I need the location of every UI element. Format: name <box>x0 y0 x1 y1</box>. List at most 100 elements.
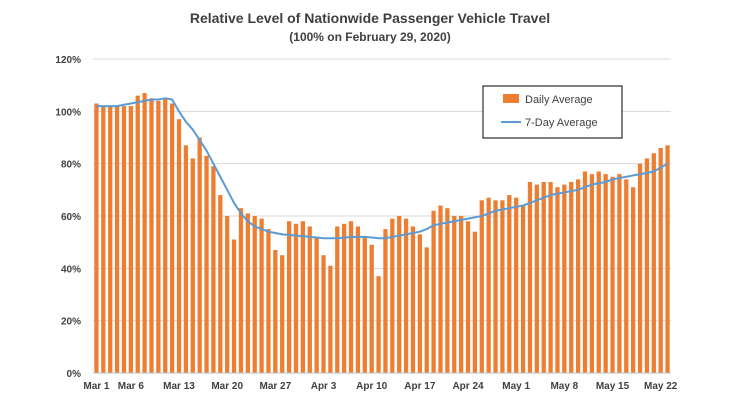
x-tick-label: May 15 <box>596 381 630 392</box>
bar <box>163 98 168 373</box>
bar <box>376 276 381 373</box>
bar <box>631 187 636 373</box>
bar <box>307 226 312 373</box>
bar <box>108 106 113 373</box>
y-axis-ticks: 0% 20% 40% 60% 80% 100% 120% <box>55 55 81 380</box>
x-tick-label: May 22 <box>644 381 678 392</box>
x-tick-label: May 8 <box>550 381 578 392</box>
bar <box>541 181 546 373</box>
chart-title: Relative Level of Nationwide Passenger V… <box>189 10 551 26</box>
bar <box>527 181 533 373</box>
bar <box>417 234 422 373</box>
bar <box>555 187 560 373</box>
bar <box>128 106 133 373</box>
y-tick-label: 20% <box>61 317 81 328</box>
bar <box>314 236 319 373</box>
chart-subtitle: (100% on February 29, 2020) <box>289 30 451 44</box>
bar <box>410 226 416 373</box>
x-tick-label: Mar 6 <box>118 381 145 392</box>
bar <box>183 145 189 373</box>
bar <box>190 158 195 373</box>
bar <box>231 239 237 373</box>
x-tick-label: Apr 24 <box>452 381 484 392</box>
bar <box>589 174 595 373</box>
bar <box>280 255 285 373</box>
bar <box>383 229 388 373</box>
y-tick-label: 40% <box>61 264 81 275</box>
bar-series <box>94 93 670 374</box>
bar <box>617 174 622 373</box>
y-tick-label: 100% <box>55 107 81 118</box>
bar <box>424 247 429 373</box>
bar <box>452 216 457 373</box>
bar <box>135 95 140 373</box>
bar <box>658 147 663 373</box>
bar <box>493 200 498 373</box>
line-series-7-day-average <box>96 97 669 240</box>
x-tick-label: Apr 10 <box>356 381 388 392</box>
bar <box>624 179 629 373</box>
bar <box>610 176 615 373</box>
bar <box>342 223 347 373</box>
x-tick-label: Mar 13 <box>163 381 195 392</box>
bar <box>369 244 374 373</box>
bar <box>114 106 120 373</box>
bar <box>101 106 106 373</box>
bar <box>665 145 670 373</box>
bar <box>403 218 409 373</box>
bar <box>176 119 182 374</box>
bar <box>259 218 264 373</box>
bar <box>293 223 299 373</box>
y-tick-label: 60% <box>61 212 81 223</box>
bar <box>225 216 230 373</box>
bar <box>596 171 601 373</box>
bar <box>569 181 574 373</box>
bar <box>121 106 127 373</box>
bar <box>390 218 395 373</box>
bar <box>562 184 567 373</box>
x-tick-label: May 1 <box>502 381 530 392</box>
bar <box>500 200 505 373</box>
bar <box>321 255 326 373</box>
bar <box>644 158 650 373</box>
bar <box>397 216 402 373</box>
y-tick-label: 0% <box>67 369 82 380</box>
bar <box>534 184 539 373</box>
bar <box>348 221 354 373</box>
bar <box>252 216 257 373</box>
bar <box>142 93 147 374</box>
bar <box>170 103 175 373</box>
bar <box>94 103 99 373</box>
x-tick-label: Apr 17 <box>404 381 436 392</box>
bar <box>245 213 250 373</box>
bar <box>582 171 588 373</box>
bar <box>355 226 361 373</box>
bar <box>335 226 340 373</box>
bar <box>197 137 202 373</box>
bar <box>651 153 656 373</box>
bar <box>149 98 154 373</box>
bar <box>548 181 553 373</box>
bar <box>362 236 367 373</box>
bar <box>514 197 519 373</box>
bar <box>472 231 478 373</box>
x-tick-label: Mar 20 <box>211 381 243 392</box>
bar <box>479 200 484 373</box>
x-axis-ticks: Mar 1 Mar 6 Mar 13 Mar 20 Mar 27 Apr 3 Apr 10 A… <box>83 381 677 392</box>
bar <box>459 216 464 373</box>
y-tick-label: 80% <box>61 160 81 171</box>
bar <box>507 195 512 373</box>
bar <box>211 166 216 373</box>
bar <box>520 205 526 373</box>
bar <box>438 205 443 373</box>
bar <box>273 250 278 373</box>
bar <box>465 221 471 373</box>
bar <box>156 100 161 374</box>
bar <box>266 229 271 373</box>
bar <box>445 208 450 373</box>
bar <box>637 163 643 373</box>
legend-label-daily-average: Daily Average <box>525 94 593 106</box>
gridlines <box>93 58 671 322</box>
bar <box>431 210 436 373</box>
